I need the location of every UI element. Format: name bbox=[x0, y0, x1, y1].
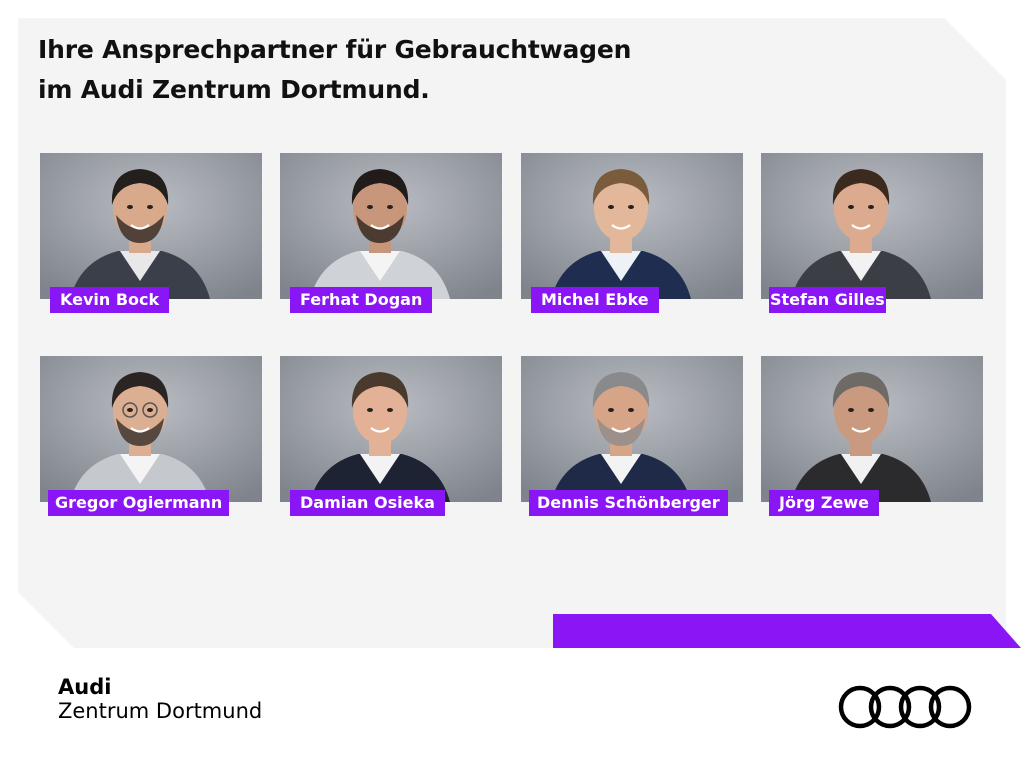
contact-card[interactable]: Damian Osieka bbox=[280, 356, 502, 516]
contact-card[interactable]: Dennis Schönberger bbox=[521, 356, 743, 516]
eye-shape bbox=[848, 205, 854, 209]
eye-shape bbox=[387, 408, 393, 412]
contact-name-tag: Damian Osieka bbox=[290, 490, 445, 516]
contact-photo bbox=[521, 356, 743, 502]
face-shape bbox=[834, 175, 888, 241]
smile-shape bbox=[851, 224, 871, 230]
eye-shape bbox=[868, 205, 874, 209]
eye-shape bbox=[127, 408, 133, 412]
eye-shape bbox=[608, 205, 614, 209]
eye-shape bbox=[367, 408, 373, 412]
hair-shape bbox=[351, 169, 409, 205]
hair-shape bbox=[592, 169, 650, 205]
shirt-shape bbox=[120, 454, 160, 484]
face-shape bbox=[834, 378, 888, 444]
contact-card[interactable]: Kevin Bock bbox=[40, 153, 262, 313]
smile-shape bbox=[130, 224, 150, 230]
contact-photo bbox=[521, 153, 743, 299]
footer: Audi Zentrum Dortmund bbox=[0, 648, 1024, 768]
content-panel bbox=[18, 18, 1006, 648]
contact-photo bbox=[761, 356, 983, 502]
cta-banner[interactable] bbox=[553, 614, 1021, 648]
face-shape bbox=[594, 175, 648, 241]
audi-four-rings-icon bbox=[838, 685, 972, 729]
shirt-shape bbox=[360, 454, 400, 484]
smile-shape bbox=[370, 224, 390, 230]
shirt-shape bbox=[841, 251, 881, 281]
contact-name-tag: Stefan Gilles bbox=[769, 287, 886, 313]
smile-shape bbox=[611, 224, 631, 230]
contact-name-tag: Dennis Schönberger bbox=[529, 490, 728, 516]
contact-card[interactable]: Gregor Ogiermann bbox=[40, 356, 262, 516]
shirt-shape bbox=[601, 454, 641, 484]
contact-card[interactable]: Stefan Gilles bbox=[761, 153, 983, 313]
contact-photo bbox=[280, 153, 502, 299]
face-shape bbox=[113, 175, 167, 241]
eye-shape bbox=[628, 408, 634, 412]
eye-shape bbox=[147, 408, 153, 412]
page-title: Ihre Ansprechpartner für Gebrauchtwagen … bbox=[38, 30, 631, 110]
hair-shape bbox=[111, 372, 169, 408]
contact-photo bbox=[40, 153, 262, 299]
hair-shape bbox=[592, 372, 650, 408]
contact-card[interactable]: Michel Ebke bbox=[521, 153, 743, 313]
contact-photo bbox=[280, 356, 502, 502]
contact-card[interactable]: Ferhat Dogan bbox=[280, 153, 502, 313]
smile-shape bbox=[130, 427, 150, 433]
smile-shape bbox=[611, 427, 631, 433]
smile-shape bbox=[851, 427, 871, 433]
contact-name-tag: Gregor Ogiermann bbox=[48, 490, 230, 516]
shirt-shape bbox=[120, 251, 160, 281]
face-shape bbox=[353, 378, 407, 444]
contact-card[interactable]: Jörg Zewe bbox=[761, 356, 983, 516]
smile-shape bbox=[370, 427, 390, 433]
eye-shape bbox=[628, 205, 634, 209]
contact-name-tag: Michel Ebke bbox=[531, 287, 659, 313]
eye-shape bbox=[608, 408, 614, 412]
page-title-line-2: im Audi Zentrum Dortmund. bbox=[38, 75, 430, 104]
page-title-line-1: Ihre Ansprechpartner für Gebrauchtwagen bbox=[38, 35, 632, 64]
eye-shape bbox=[127, 205, 133, 209]
eye-shape bbox=[147, 205, 153, 209]
shirt-shape bbox=[841, 454, 881, 484]
brand-location: Zentrum Dortmund bbox=[58, 699, 263, 723]
glasses-lens bbox=[142, 402, 158, 418]
eye-shape bbox=[367, 205, 373, 209]
eye-shape bbox=[848, 408, 854, 412]
face-shape bbox=[353, 175, 407, 241]
hair-shape bbox=[832, 372, 890, 408]
face-shape bbox=[113, 378, 167, 444]
shirt-shape bbox=[601, 251, 641, 281]
glasses-lens bbox=[122, 402, 138, 418]
eye-shape bbox=[868, 408, 874, 412]
face-shape bbox=[594, 378, 648, 444]
contact-name-tag: Jörg Zewe bbox=[769, 490, 879, 516]
eye-shape bbox=[387, 205, 393, 209]
contact-photo bbox=[761, 153, 983, 299]
brand-name: Audi bbox=[58, 675, 112, 699]
shirt-shape bbox=[360, 251, 400, 281]
contact-photo bbox=[40, 356, 262, 502]
hair-shape bbox=[832, 169, 890, 205]
contact-name-tag: Kevin Bock bbox=[50, 287, 170, 313]
contact-name-tag: Ferhat Dogan bbox=[290, 287, 433, 313]
hair-shape bbox=[351, 372, 409, 408]
hair-shape bbox=[111, 169, 169, 205]
